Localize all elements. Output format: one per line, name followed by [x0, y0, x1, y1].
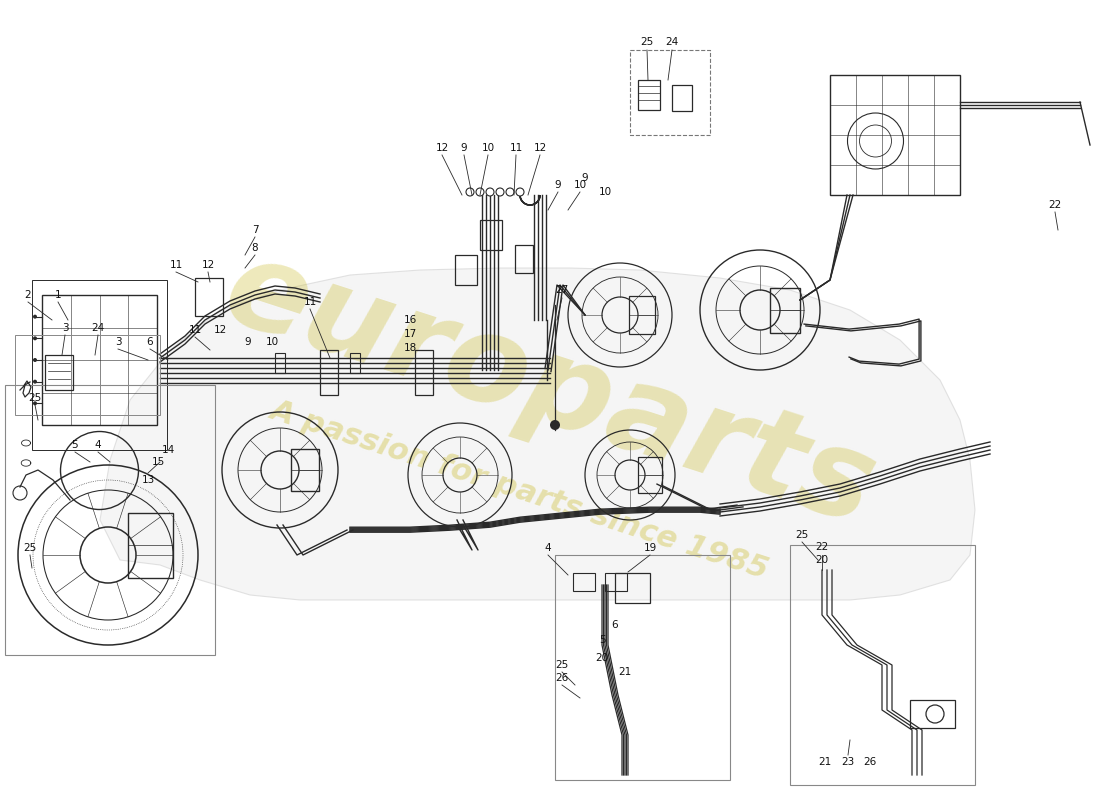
- Text: 9: 9: [461, 143, 468, 153]
- Text: 21: 21: [818, 757, 832, 767]
- Text: 10: 10: [573, 180, 586, 190]
- Bar: [455, 255, 477, 285]
- Polygon shape: [100, 268, 975, 600]
- Circle shape: [506, 188, 514, 196]
- Bar: [638, 80, 660, 110]
- Text: 3: 3: [114, 337, 121, 347]
- Text: 1: 1: [55, 290, 62, 300]
- Circle shape: [516, 188, 524, 196]
- Circle shape: [33, 358, 37, 362]
- Bar: [275, 353, 285, 373]
- Text: 15: 15: [152, 457, 165, 467]
- Text: 19: 19: [644, 543, 657, 553]
- Bar: [15, 335, 159, 415]
- Text: 13: 13: [142, 475, 155, 485]
- Text: A passion for parts since 1985: A passion for parts since 1985: [267, 395, 773, 585]
- Text: 27: 27: [556, 285, 569, 295]
- Text: 2: 2: [24, 290, 31, 300]
- Text: 12: 12: [201, 260, 214, 270]
- Bar: [32, 280, 167, 450]
- Bar: [415, 350, 433, 395]
- Text: 6: 6: [612, 620, 618, 630]
- Circle shape: [33, 380, 37, 384]
- Text: 10: 10: [598, 187, 612, 197]
- Text: europarts: europarts: [210, 230, 890, 550]
- Circle shape: [496, 188, 504, 196]
- Bar: [629, 296, 654, 334]
- Text: 12: 12: [534, 143, 547, 153]
- Text: 16: 16: [404, 315, 417, 325]
- Text: 21: 21: [618, 667, 631, 677]
- Circle shape: [33, 336, 37, 340]
- Text: 23: 23: [842, 757, 855, 767]
- Text: 10: 10: [482, 143, 495, 153]
- Text: 20: 20: [595, 653, 608, 663]
- Text: 22: 22: [1048, 200, 1062, 210]
- Text: 5: 5: [72, 440, 78, 450]
- Bar: [480, 220, 502, 250]
- Circle shape: [33, 314, 37, 318]
- Text: 25: 25: [23, 543, 36, 553]
- Text: 9: 9: [244, 337, 251, 347]
- Text: 26: 26: [864, 757, 877, 767]
- Text: 11: 11: [509, 143, 522, 153]
- Text: 11: 11: [304, 297, 317, 307]
- Text: 17: 17: [404, 329, 417, 339]
- Text: 9: 9: [582, 173, 588, 183]
- Text: 25: 25: [795, 530, 808, 540]
- Bar: [615, 573, 650, 603]
- Text: 3: 3: [62, 323, 68, 333]
- Bar: [128, 513, 173, 578]
- Text: 12: 12: [213, 325, 227, 335]
- Bar: [195, 278, 223, 316]
- Text: 20: 20: [815, 555, 828, 565]
- Text: 11: 11: [188, 325, 201, 335]
- Bar: [630, 50, 710, 135]
- Circle shape: [466, 188, 474, 196]
- Bar: [556, 555, 730, 780]
- Text: 14: 14: [162, 445, 175, 455]
- Text: 5: 5: [598, 635, 605, 645]
- Text: 9: 9: [554, 180, 561, 190]
- Bar: [830, 75, 960, 195]
- Text: 25: 25: [640, 37, 653, 47]
- Circle shape: [550, 420, 560, 430]
- Bar: [292, 449, 319, 491]
- Text: 26: 26: [556, 673, 569, 683]
- Text: 18: 18: [404, 343, 417, 353]
- Text: 25: 25: [29, 393, 42, 403]
- Circle shape: [33, 402, 37, 406]
- Bar: [605, 573, 627, 591]
- Text: 25: 25: [556, 660, 569, 670]
- Bar: [790, 545, 975, 785]
- Text: 6: 6: [146, 337, 153, 347]
- Text: 4: 4: [95, 440, 101, 450]
- Bar: [6, 385, 214, 655]
- Text: 11: 11: [169, 260, 183, 270]
- Text: 22: 22: [815, 542, 828, 552]
- Bar: [350, 353, 360, 373]
- Bar: [573, 573, 595, 591]
- Text: 24: 24: [666, 37, 679, 47]
- Text: 12: 12: [436, 143, 449, 153]
- Circle shape: [476, 188, 484, 196]
- Text: 10: 10: [265, 337, 278, 347]
- Bar: [515, 245, 534, 273]
- Text: 7: 7: [252, 225, 258, 235]
- Bar: [910, 700, 955, 728]
- Text: 8: 8: [252, 243, 258, 253]
- Bar: [45, 355, 73, 390]
- Bar: [672, 85, 692, 111]
- Text: 24: 24: [91, 323, 104, 333]
- Bar: [770, 287, 800, 333]
- Bar: [42, 295, 157, 425]
- Circle shape: [486, 188, 494, 196]
- Bar: [638, 457, 662, 493]
- Text: 4: 4: [544, 543, 551, 553]
- Bar: [320, 350, 338, 395]
